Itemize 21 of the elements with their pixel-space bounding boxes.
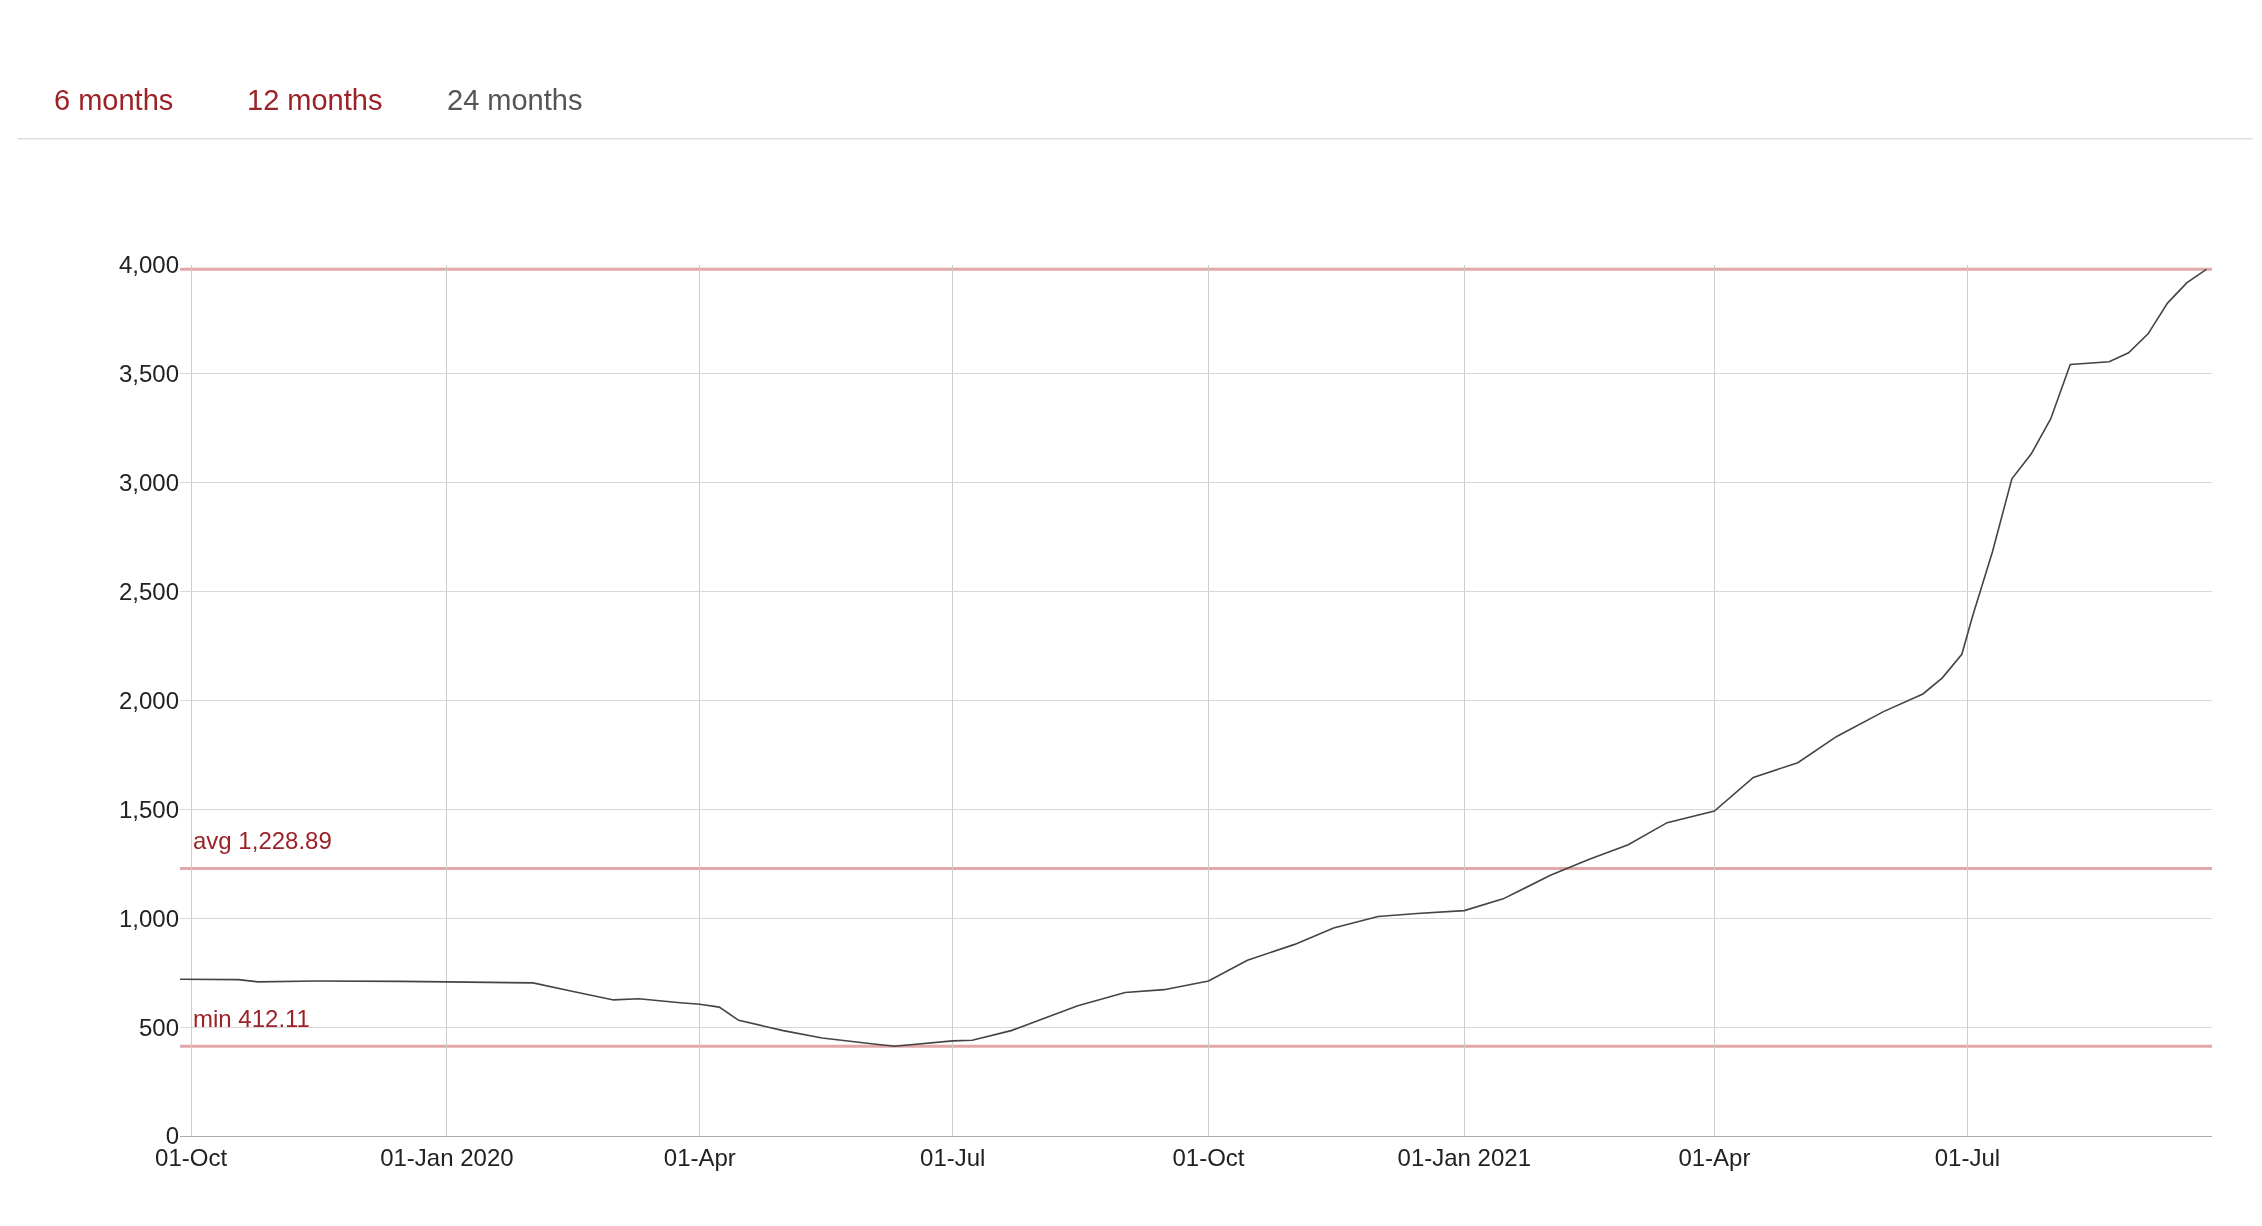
- ref-line-label: min 412.11: [193, 1005, 310, 1032]
- y-tick-label: 3,500: [118, 360, 179, 388]
- y-tick-label: 1,500: [118, 795, 179, 823]
- line-series: [180, 268, 2208, 1048]
- x-tick-label: 01-Jul: [1934, 1143, 2001, 1171]
- y-tick-label: 2,000: [118, 686, 179, 714]
- ref-line-label: avg 1,228.89: [193, 827, 332, 854]
- x-tick-label: 01-Oct: [1172, 1143, 1245, 1171]
- y-tick-label: 4,000: [118, 251, 179, 279]
- y-tick-label: 2,500: [118, 578, 179, 606]
- y-tick-label: 1,000: [118, 904, 179, 932]
- x-tick-label: 01-Apr: [1678, 1143, 1751, 1171]
- x-tick-label: 01-Jan 2020: [380, 1143, 514, 1171]
- y-tick-label: 3,000: [118, 469, 179, 497]
- text: 6 months: [54, 84, 174, 116]
- x-tick-label: 01-Jul: [920, 1143, 986, 1171]
- x-tick-label: 01-Jan 2021: [1397, 1143, 1531, 1171]
- x-tick-label: 01-Apr: [663, 1143, 736, 1171]
- text: 12 months: [247, 84, 383, 116]
- y-tick-label: 500: [138, 1013, 179, 1041]
- text: 24 months: [447, 84, 583, 116]
